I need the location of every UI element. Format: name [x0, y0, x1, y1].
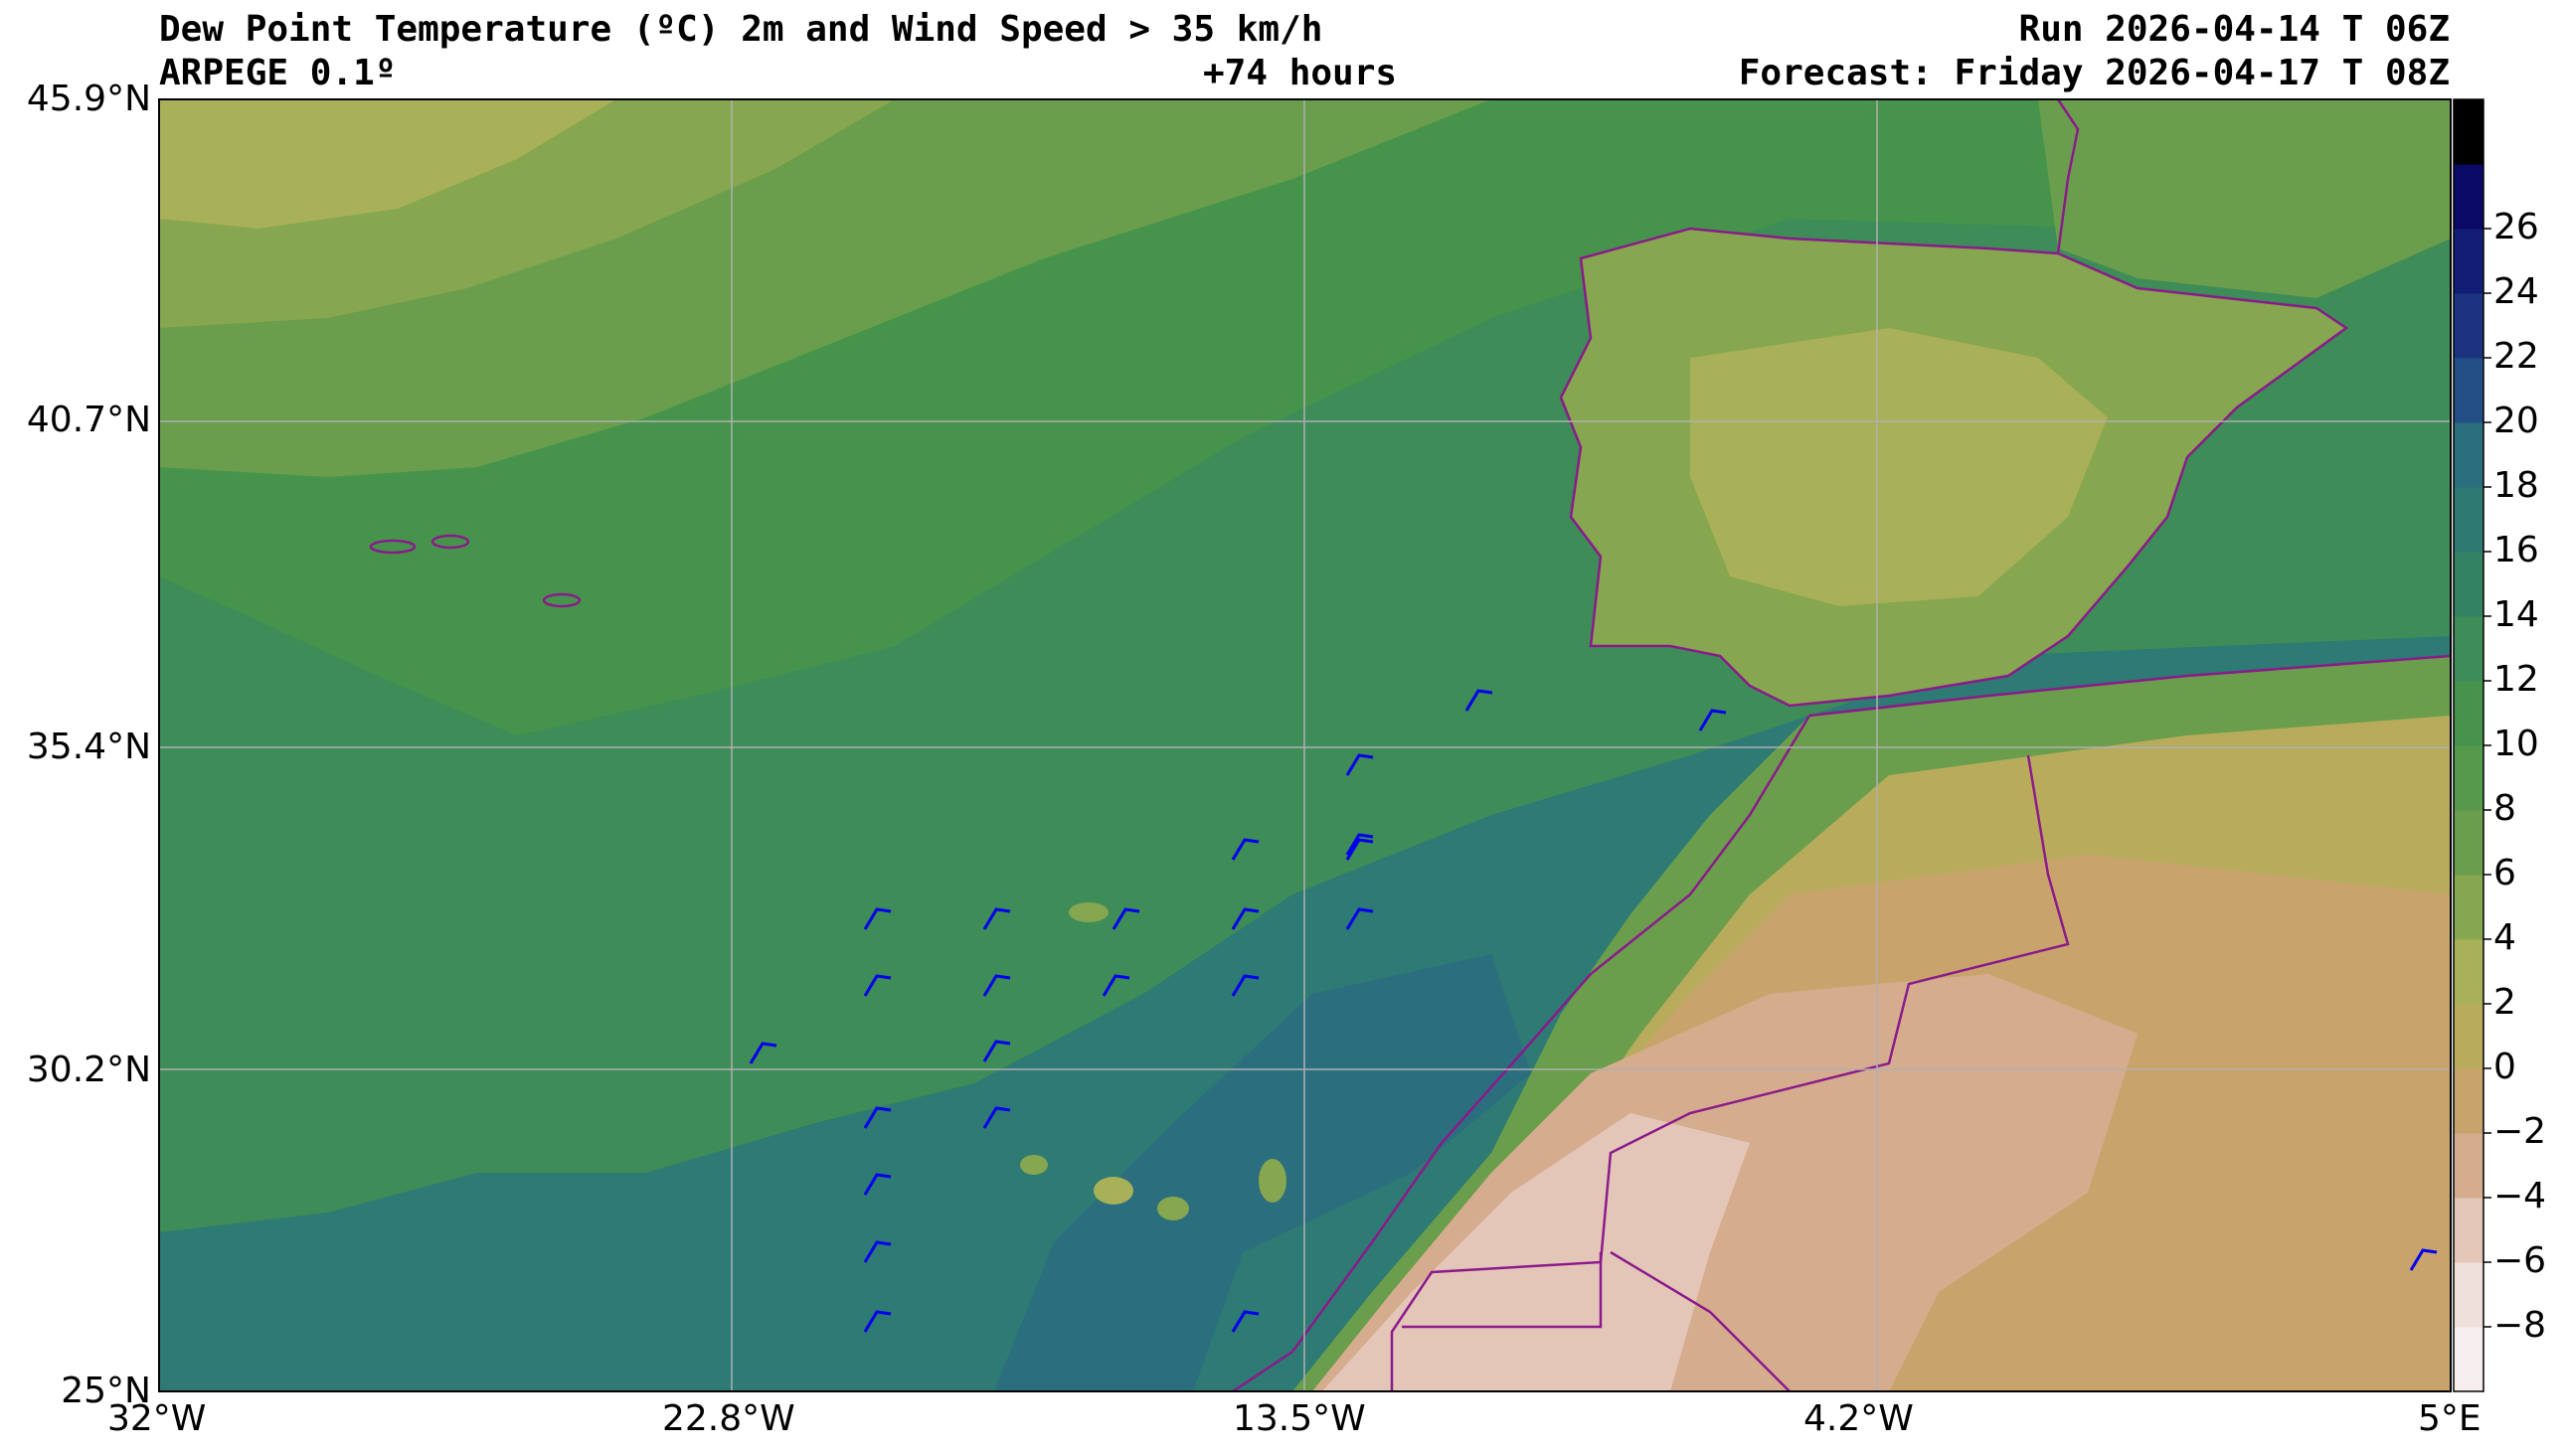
lat-label: 30.2°N — [26, 1050, 151, 1090]
island — [1020, 1155, 1048, 1175]
island — [1157, 1197, 1189, 1220]
colorbar-label: 4 — [2493, 917, 2516, 958]
colorbar-label: 18 — [2493, 465, 2539, 506]
wind-barb — [1102, 974, 1130, 997]
africa-coastline — [1232, 715, 1811, 1391]
madeira-island — [542, 592, 582, 608]
run-label: Run 2026-04-14 T 06Z — [2018, 9, 2450, 50]
model-label: ARPEGE 0.1º — [159, 53, 397, 93]
border — [1610, 1250, 1791, 1391]
colorbar-label: 24 — [2493, 271, 2539, 312]
colorbar-label: 8 — [2493, 788, 2516, 829]
border — [1402, 1252, 1603, 1329]
wind-barb — [863, 1240, 892, 1263]
colorbar-label: 0 — [2493, 1047, 2516, 1087]
wind-barb — [982, 1106, 1011, 1129]
colorbar-segment — [2454, 229, 2483, 294]
colorbar-segment — [2454, 552, 2483, 617]
lat-label: 45.9°N — [26, 79, 151, 119]
france-land — [2038, 99, 2451, 298]
colorbar-segment — [2454, 422, 2483, 488]
colorbar-segment — [2454, 1198, 2483, 1263]
wind-barb — [1345, 907, 1374, 930]
map-title: Dew Point Temperature (ºC) 2m and Wind S… — [159, 9, 1323, 50]
azores-island — [430, 534, 470, 550]
colorbar-segment — [2454, 293, 2483, 359]
colorbar-segment — [2454, 875, 2483, 940]
sahara-very-dry — [1322, 1113, 1750, 1391]
colorbar-segment — [2454, 1004, 2483, 1069]
wind-barb — [1231, 838, 1260, 861]
iberia-coastline — [1559, 227, 2349, 708]
colorbar-segment — [2454, 616, 2483, 682]
colorbar-segment — [2454, 810, 2483, 876]
colorbar-label: 26 — [2493, 207, 2539, 247]
colorbar-label: −2 — [2493, 1111, 2547, 1152]
wind-barb — [1231, 1310, 1260, 1333]
france-coastline — [2056, 99, 2080, 254]
wind-barb — [1345, 838, 1374, 861]
border — [1390, 754, 2070, 1391]
azores-island — [369, 539, 417, 555]
colorbar-segment — [2454, 939, 2483, 1005]
forecast-label: Forecast: Friday 2026-04-17 T 08Z — [1738, 53, 2450, 93]
colorbar-label: 16 — [2493, 530, 2539, 570]
colorbar-label: 12 — [2493, 659, 2539, 700]
island — [1259, 1159, 1286, 1203]
colorbar-segment — [2454, 99, 2483, 165]
colorbar-segment — [2454, 487, 2483, 553]
wind-barb — [982, 974, 1011, 997]
wind-barb — [863, 1173, 892, 1196]
wind-barb — [1345, 753, 1374, 776]
wind-barb — [863, 1106, 892, 1129]
lon-label: 4.2°W — [1803, 1398, 1914, 1439]
wind-barb — [1345, 833, 1374, 856]
colorbar — [2453, 98, 2491, 1392]
wind-barb — [982, 1040, 1011, 1062]
wind-barb — [1112, 907, 1140, 930]
colorbar-segment — [2454, 1068, 2483, 1134]
field-band-2 — [159, 99, 616, 229]
wind-barb — [1698, 709, 1727, 731]
lat-label: 25°N — [61, 1371, 151, 1411]
wind-barb — [863, 974, 892, 997]
island — [1094, 1177, 1133, 1205]
lon-label: 5°E — [2418, 1398, 2481, 1439]
map-frame — [158, 98, 2452, 1392]
wind-barb — [749, 1042, 777, 1064]
colorbar-label: 6 — [2493, 853, 2516, 893]
colorbar-label: 20 — [2493, 401, 2539, 441]
colorbar-label: 14 — [2493, 594, 2539, 635]
lat-label: 35.4°N — [26, 727, 151, 767]
africa-north-coastline — [1808, 654, 2451, 718]
colorbar-label: −6 — [2493, 1240, 2547, 1281]
colorbar-label: −4 — [2493, 1176, 2547, 1216]
lat-label: 40.7°N — [26, 400, 151, 440]
wind-barb — [863, 1310, 892, 1333]
colorbar-label: 22 — [2493, 336, 2539, 377]
colorbar-segment — [2454, 1133, 2483, 1199]
colorbar-segment — [2454, 1327, 2483, 1392]
lead-time: +74 hours — [1203, 53, 1398, 93]
wind-barb — [982, 907, 1011, 930]
wind-barb — [863, 907, 892, 930]
wind-barb — [1464, 689, 1493, 712]
lon-label: 13.5°W — [1233, 1398, 1366, 1439]
island — [1069, 902, 1109, 922]
iberia-plateau — [1690, 328, 2108, 606]
colorbar-segment — [2454, 164, 2483, 230]
colorbar-segment — [2454, 681, 2483, 746]
wind-barb — [1231, 974, 1260, 997]
colorbar-segment — [2454, 745, 2483, 811]
colorbar-segment — [2454, 1262, 2483, 1328]
colorbar-segment — [2454, 358, 2483, 423]
wind-barb — [2409, 1248, 2438, 1271]
colorbar-label: −8 — [2493, 1305, 2547, 1346]
lon-label: 32°W — [107, 1398, 207, 1439]
lon-label: 22.8°W — [662, 1398, 795, 1439]
colorbar-label: 2 — [2493, 982, 2516, 1023]
colorbar-label: 10 — [2493, 724, 2539, 764]
wind-barb — [1231, 907, 1260, 930]
